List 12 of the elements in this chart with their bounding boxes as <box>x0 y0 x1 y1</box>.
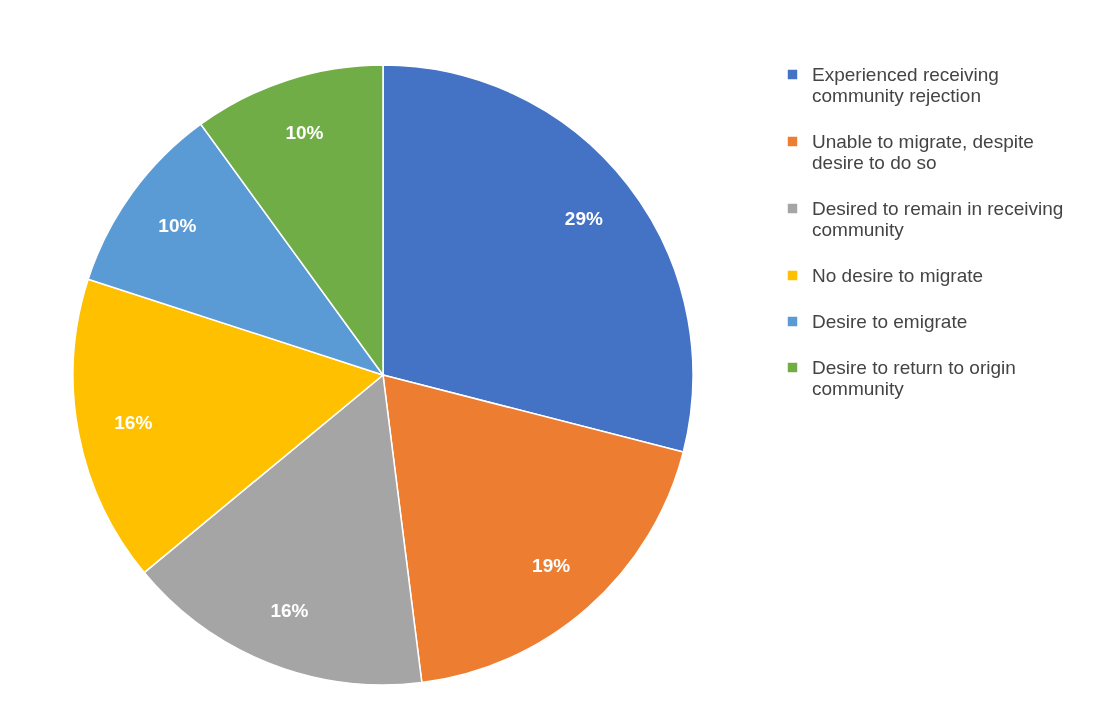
legend-label: Experienced receiving community rejection <box>812 63 999 106</box>
data-label: 10% <box>285 122 324 144</box>
data-label: 16% <box>270 600 309 622</box>
data-label: 29% <box>564 208 603 230</box>
legend-label: Desire to emigrate <box>812 310 968 332</box>
data-label: 10% <box>158 214 197 236</box>
legend-label: No desire to migrate <box>812 264 984 286</box>
data-label: 16% <box>114 411 153 433</box>
data-label: 19% <box>532 554 571 576</box>
legend-label: Desired to remain in receiving community <box>812 197 1064 240</box>
legend-label: Desire to return to origin community <box>812 356 1016 399</box>
legend-label: Unable to migrate, despite desire to do so <box>812 130 1034 173</box>
